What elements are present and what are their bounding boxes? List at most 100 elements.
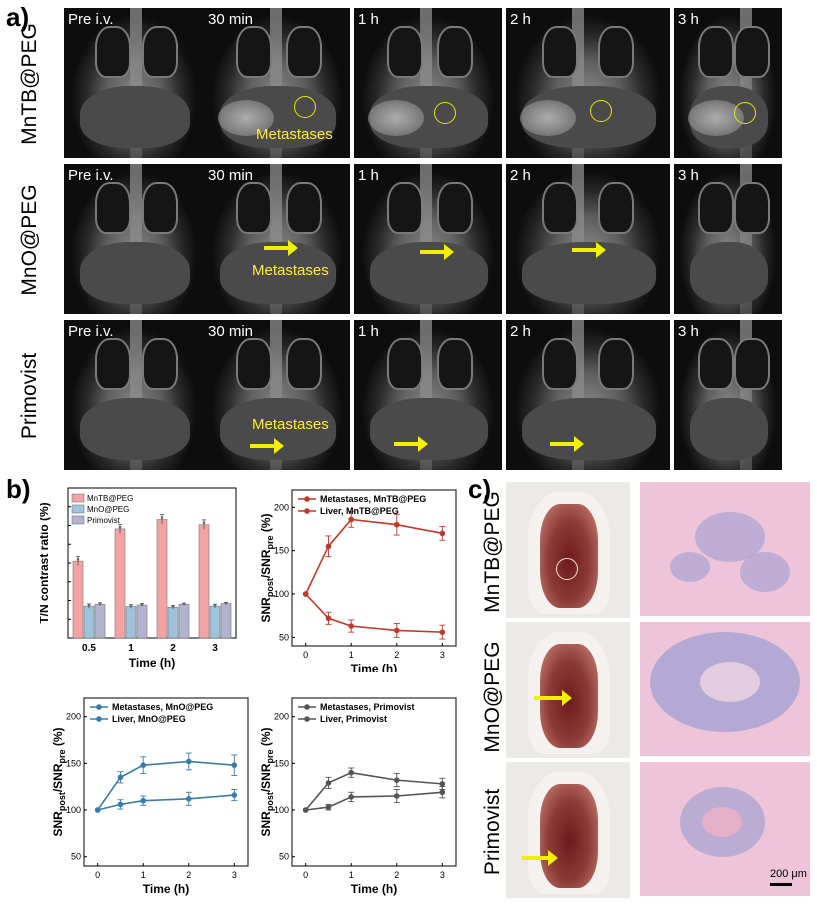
data-point — [439, 629, 446, 635]
row-label-mno: MnO@PEG — [18, 184, 41, 296]
x-tick-label: 0 — [303, 870, 308, 880]
data-point — [348, 794, 355, 800]
data-point — [202, 521, 206, 525]
data-point — [182, 602, 186, 606]
y-tick-label: 150 — [66, 758, 81, 768]
time-label: 1 h — [358, 11, 379, 28]
y-tick-label: 100 — [66, 805, 81, 815]
histology-image-primovist — [640, 762, 810, 896]
mri-image-mntb-4: 3 h — [674, 8, 782, 158]
dissection-photo-mno — [506, 622, 630, 758]
data-point — [140, 762, 147, 768]
x-tick-label: 2 — [186, 870, 191, 880]
legend-marker — [304, 704, 310, 710]
x-tick-label: 3 — [440, 870, 445, 880]
mri-image-primovist-4: 3 h — [674, 320, 782, 470]
data-point — [94, 807, 101, 813]
metastasis-arrow — [420, 244, 454, 260]
y-tick-label: 150 — [274, 758, 289, 768]
data-point — [76, 558, 80, 561]
bar — [72, 560, 84, 639]
data-point — [224, 601, 228, 605]
data-point — [393, 793, 400, 799]
data-point — [393, 627, 400, 634]
y-axis-label: SNRpost/SNRpre (%) — [259, 513, 275, 622]
legend-label: Liver, MnTB@PEG — [320, 506, 399, 516]
data-point — [325, 780, 332, 786]
x-tick-label: 2 — [394, 870, 399, 880]
metastasis-arrow — [572, 242, 606, 258]
data-point — [87, 603, 91, 607]
row-label-mntb: MnTB@PEG — [18, 23, 41, 145]
dissection-photo-primovist — [506, 762, 630, 898]
data-point — [348, 623, 355, 629]
y-axis-label: SNRpost/SNRpre (%) — [51, 727, 67, 836]
bar-chart-tn-ratio: T/N contrast ratio (%) 0.5 1 2 3 Time (h) MnTB… — [40, 487, 237, 670]
x-axis-label: Time (h) — [129, 656, 175, 670]
x-tick-label: 2 — [394, 650, 399, 660]
c-row-label-mntb: MnTB@PEG — [481, 491, 504, 613]
legend-label: Primovist — [87, 516, 121, 525]
x-tick-label: 1 — [141, 870, 146, 880]
plot-frame — [291, 489, 457, 647]
data-point — [117, 774, 124, 781]
legend-marker — [304, 716, 310, 722]
plot-frame — [83, 697, 249, 867]
time-label: Pre i.v. — [68, 167, 114, 184]
time-label: 30 min — [208, 323, 254, 340]
metastases-label: Metastases — [256, 126, 333, 143]
x-tick-label: 2 — [170, 643, 176, 654]
data-point — [117, 801, 124, 808]
metastasis-arrow — [394, 436, 428, 452]
scale-bar — [770, 883, 792, 886]
legend-marker — [96, 704, 102, 710]
x-tick-label: 0 — [303, 650, 308, 660]
y-tick-label: 200 — [274, 712, 289, 722]
data-point — [348, 769, 355, 776]
time-label: 2 h — [510, 11, 531, 28]
scale-bar-label: 200 μm — [770, 868, 807, 880]
data-point — [231, 762, 238, 768]
y-tick-label: 150 — [274, 546, 289, 556]
mri-image-mno-3: 2 h — [506, 164, 670, 314]
data-point — [140, 797, 147, 804]
time-label: 30 min — [208, 11, 254, 28]
metastasis-arrow — [250, 438, 284, 454]
legend-swatch — [71, 493, 85, 503]
y-tick-label: 100 — [274, 805, 289, 815]
x-tick-label: 0 — [95, 870, 100, 880]
panel-label-c: c) — [468, 474, 492, 504]
panel-label-b: b) — [6, 474, 31, 504]
data-point — [439, 781, 446, 787]
y-tick-label: 200 — [66, 712, 81, 722]
legend-label: Liver, MnO@PEG — [112, 714, 186, 724]
y-tick-label: 50 — [71, 852, 81, 862]
bar — [209, 605, 221, 639]
legend-label: MnO@PEG — [87, 505, 129, 514]
mri-image-mntb-3: 2 h — [506, 8, 670, 158]
metastasis-circle — [294, 96, 316, 118]
data-point — [185, 758, 192, 765]
dissection-photo-mntb — [506, 482, 630, 618]
x-axis-label: Time (h) — [351, 662, 397, 672]
bar — [125, 606, 137, 639]
mri-image-mntb-2: 1 h — [354, 8, 502, 158]
mri-image-mno-0: Pre i.v. — [64, 164, 204, 314]
time-label: 2 h — [510, 323, 531, 340]
metastasis-circle — [556, 558, 578, 580]
time-label: 3 h — [678, 11, 699, 28]
bar — [114, 528, 126, 639]
metastasis-circle — [434, 102, 456, 124]
legend-label: Metastases, MnO@PEG — [112, 702, 213, 712]
x-tick-label: 3 — [232, 870, 237, 880]
data-point — [140, 603, 144, 606]
time-label: 3 h — [678, 323, 699, 340]
data-point — [439, 789, 446, 796]
mri-image-primovist-0: Pre i.v. — [64, 320, 204, 470]
legend-label: Liver, Primovist — [320, 714, 387, 724]
c-row-label-mno: MnO@PEG — [481, 641, 504, 753]
plot-frame — [291, 697, 457, 867]
mri-image-primovist-1: 30 min Metastases — [204, 320, 350, 470]
mri-image-mno-2: 1 h — [354, 164, 502, 314]
time-label: 1 h — [358, 323, 379, 340]
